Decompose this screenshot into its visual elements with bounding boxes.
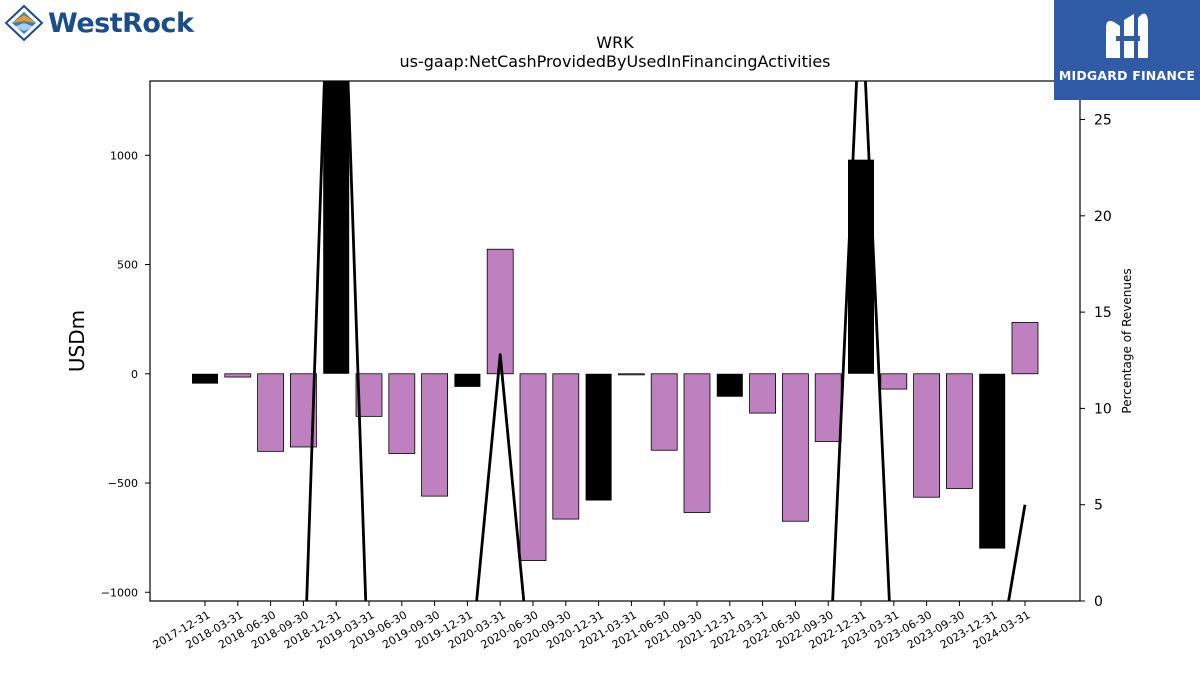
plot-frame: [149, 80, 1081, 602]
bar-2018-06-30: [257, 373, 285, 452]
y-tick-label: 500: [117, 259, 138, 272]
bar-2017-12-31: [192, 373, 218, 384]
bar-2023-03-31: [880, 373, 908, 390]
bar-2019-09-30: [421, 373, 449, 497]
midgard-logo-text: MIDGARD FINANCE: [1058, 68, 1196, 83]
y2-tick-label: 20: [1094, 209, 1112, 225]
westrock-logo-text: WestRock: [48, 8, 194, 39]
y-tick-label: −500: [108, 477, 138, 490]
bars-layer: [192, 81, 1039, 561]
y-axis-left: −1000 −500 0 500 1000: [101, 149, 150, 599]
y2-tick-label: 10: [1094, 401, 1112, 417]
chart-subtitle: us-gaap:NetCashProvidedByUsedInFinancing…: [399, 52, 831, 71]
bar-2018-12-31: [323, 81, 350, 374]
pct-line-segment-1: [475, 353, 526, 601]
pct-line-segment-3: [1007, 504, 1027, 601]
chart-title: WRK: [596, 33, 634, 52]
bar-2023-12-31: [979, 373, 1006, 549]
bar-2019-06-30: [388, 373, 416, 454]
y-axis-right: 0 5 10 15 20 25: [1080, 113, 1112, 610]
bar-2021-09-30: [683, 373, 711, 513]
bar-2023-06-30: [913, 373, 940, 498]
bar-2019-12-31: [454, 373, 481, 387]
bar-2022-09-30: [814, 373, 842, 442]
bar-2021-12-31: [716, 373, 743, 397]
bar-2024-03-31: [1011, 322, 1039, 375]
bar-2022-03-31: [749, 373, 776, 414]
x-axis: 2017-12-312018-03-312018-06-302018-09-30…: [151, 601, 1033, 652]
westrock-logo-icon: [4, 4, 44, 42]
bar-2020-12-31: [585, 373, 612, 501]
bar-2020-09-30: [552, 373, 580, 520]
bar-2020-03-31: [486, 248, 514, 375]
y2-axis-label: Percentage of Revenues: [1120, 268, 1134, 413]
y-tick-label: −1000: [101, 586, 138, 599]
y-tick-label: 1000: [110, 149, 138, 162]
y2-tick-label: 15: [1094, 305, 1112, 321]
bar-2021-03-31: [618, 373, 645, 376]
pct-line-segment-2: [831, 81, 891, 601]
y-tick-label: 0: [131, 368, 138, 381]
westrock-logo: WestRock: [4, 4, 194, 44]
midgard-finance-logo: MIDGARD FINANCE: [1054, 0, 1200, 100]
bar-2020-06-30: [519, 373, 547, 561]
pct-line-segment-0: [305, 81, 368, 601]
y2-tick-label: 25: [1094, 113, 1112, 129]
bar-2023-09-30: [946, 373, 973, 489]
bar-2018-03-31: [224, 373, 252, 378]
y-axis-label: USDm: [65, 310, 89, 372]
bar-2021-06-30: [650, 373, 678, 451]
midgard-logo-icon: [1106, 13, 1148, 59]
y2-tick-label: 0: [1094, 594, 1103, 610]
percentage-line-layer: [305, 81, 1027, 601]
bar-2022-06-30: [782, 373, 809, 522]
y2-tick-label: 5: [1094, 498, 1103, 514]
